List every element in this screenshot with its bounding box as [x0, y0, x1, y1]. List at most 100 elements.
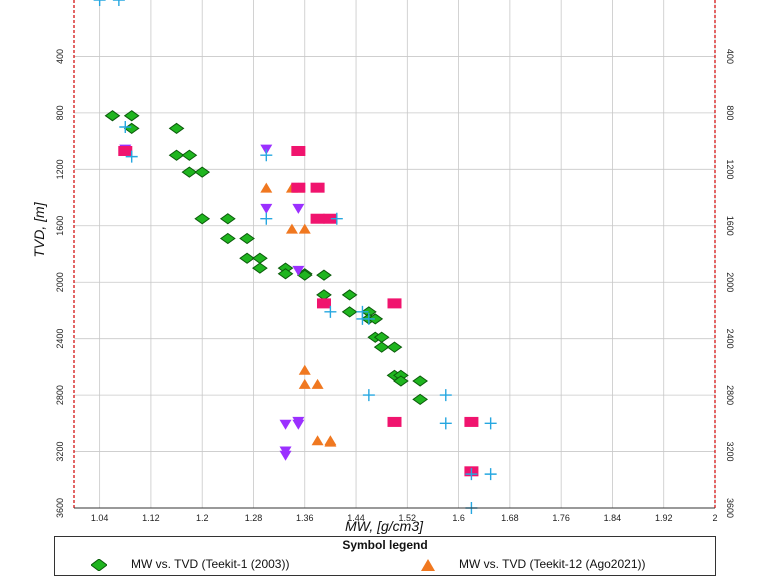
- right-tick-label: 1200: [725, 159, 735, 179]
- data-point-diamond: [219, 213, 236, 225]
- data-point-square: [387, 416, 402, 427]
- data-point-square: [291, 182, 306, 193]
- x-tick-label: 1.76: [552, 513, 570, 523]
- x-tick-labels: 1.04 1.12 1.2 1.28 1.36 1.44 1.52 1.6 1.68 1.76 1.…: [91, 513, 718, 523]
- right-tick-label: 800: [725, 105, 735, 120]
- diamond-icon: [91, 558, 107, 571]
- data-points: [93, 0, 497, 514]
- data-point-plus: [125, 150, 138, 163]
- legend-item-teekit-1: MW vs. TVD (Teekit-1 (2003)): [91, 557, 289, 571]
- data-point-triangle-up: [260, 182, 273, 193]
- data-point-plus: [484, 417, 497, 430]
- data-point-diamond: [181, 149, 198, 161]
- y-tick-label: 2000: [55, 272, 65, 292]
- data-point-triangle-up: [298, 223, 311, 234]
- data-point-plus: [93, 0, 106, 6]
- legend-item-teekit-12: MW vs. TVD (Teekit-12 (Ago2021)): [421, 557, 646, 571]
- data-point-plus: [260, 149, 273, 162]
- data-point-diamond: [367, 313, 384, 325]
- data-point-plus: [324, 305, 337, 318]
- x-tick-label: 1.6: [452, 513, 465, 523]
- data-point-diamond: [194, 213, 211, 225]
- data-point-triangle-down: [292, 203, 305, 214]
- data-point-square: [118, 145, 133, 156]
- data-point-diamond: [386, 341, 403, 353]
- data-point-diamond: [219, 232, 236, 245]
- legend-label-teekit-12: MW vs. TVD (Teekit-12 (Ago2021)): [459, 557, 646, 571]
- x-axis-label: MW, [g/cm3]: [345, 518, 424, 534]
- right-tick-label: 3200: [725, 442, 735, 462]
- data-point-diamond: [168, 149, 185, 161]
- data-point-triangle-up: [324, 436, 337, 447]
- x-tick-label: 1.92: [655, 513, 673, 523]
- y-tick-label: 800: [55, 105, 65, 120]
- data-point-diamond: [239, 252, 255, 264]
- x-tick-label: 1.52: [399, 513, 417, 523]
- data-point-square: [310, 213, 325, 224]
- y-tick-label: 3200: [55, 442, 65, 462]
- right-tick-label: 2000: [725, 272, 735, 292]
- right-tick-label: 3600: [725, 498, 735, 518]
- data-point-triangle-up: [298, 364, 311, 375]
- right-tick-label: 1600: [725, 216, 735, 236]
- data-point-plus: [362, 312, 375, 325]
- data-point-triangle-up: [311, 378, 324, 389]
- x-tick-label: 1.2: [196, 513, 209, 523]
- y-tick-label: 2800: [55, 385, 65, 405]
- y-tick-label: 1600: [55, 216, 65, 236]
- y-axis-label: TVD, [m]: [31, 201, 47, 257]
- scatter-chart: 1.04 1.12 1.2 1.28 1.36 1.44 1.52 1.6 1.68 1.76 1.…: [31, 0, 735, 534]
- legend-title: Symbol legend: [342, 538, 428, 552]
- y-tick-label: 1200: [55, 159, 65, 179]
- data-point-square: [310, 182, 325, 193]
- x-tick-label: 1.12: [142, 513, 160, 523]
- data-point-plus: [439, 389, 452, 402]
- data-point-plus: [330, 212, 343, 225]
- x-tick-label: 1.68: [501, 513, 519, 523]
- data-point-plus: [112, 0, 125, 6]
- right-tick-label: 2400: [725, 329, 735, 349]
- data-point-triangle-down: [260, 203, 273, 214]
- data-point-triangle-down: [292, 419, 305, 430]
- data-point-diamond: [296, 269, 313, 281]
- plot-area: [74, 0, 715, 508]
- y-tick-label: 400: [55, 49, 65, 64]
- data-point-plus: [484, 468, 497, 481]
- data-point-diamond: [412, 393, 429, 405]
- x-tick-label: 1.04: [91, 513, 109, 523]
- data-point-triangle-down: [279, 450, 292, 461]
- data-point-diamond: [252, 262, 268, 274]
- data-point-diamond: [194, 166, 211, 178]
- y-tick-labels: 400 800 1200 1600 2000 2400 2800 3200 3600: [55, 49, 65, 518]
- data-point-square: [387, 298, 402, 309]
- data-point-triangle-up: [298, 378, 311, 389]
- data-point-triangle-up: [285, 223, 298, 234]
- right-tick-labels: 400 800 1200 1600 2000 2400 2800 3200 3600: [725, 49, 735, 518]
- data-point-diamond: [393, 375, 409, 387]
- x-tick-label: 2: [712, 513, 717, 523]
- x-tick-label: 1.44: [347, 513, 365, 523]
- data-point-square: [323, 213, 338, 224]
- data-point-square: [291, 145, 306, 156]
- triangle-up-icon: [421, 558, 435, 571]
- data-point-square: [316, 298, 331, 309]
- y-tick-label: 3600: [55, 498, 65, 518]
- x-tick-label: 1.84: [604, 513, 622, 523]
- x-tick-label: 1.28: [245, 513, 263, 523]
- data-point-triangle-up: [311, 435, 324, 446]
- data-point-diamond: [277, 268, 294, 280]
- data-point-square: [464, 416, 479, 427]
- data-point-plus: [260, 212, 273, 225]
- data-point-plus: [465, 468, 478, 481]
- legend-label-teekit-1: MW vs. TVD (Teekit-1 (2003)): [131, 557, 290, 571]
- data-point-diamond: [316, 269, 332, 281]
- data-point-diamond: [412, 375, 429, 387]
- data-point-diamond: [168, 122, 185, 135]
- symbol-legend: Symbol legend MW vs. TVD (Teekit-1 (2003…: [54, 536, 716, 576]
- data-point-diamond: [181, 166, 198, 178]
- data-point-diamond: [341, 306, 358, 318]
- data-point-diamond: [123, 110, 140, 122]
- right-tick-label: 2800: [725, 385, 735, 405]
- data-point-diamond: [341, 289, 358, 301]
- data-point-plus: [439, 417, 452, 430]
